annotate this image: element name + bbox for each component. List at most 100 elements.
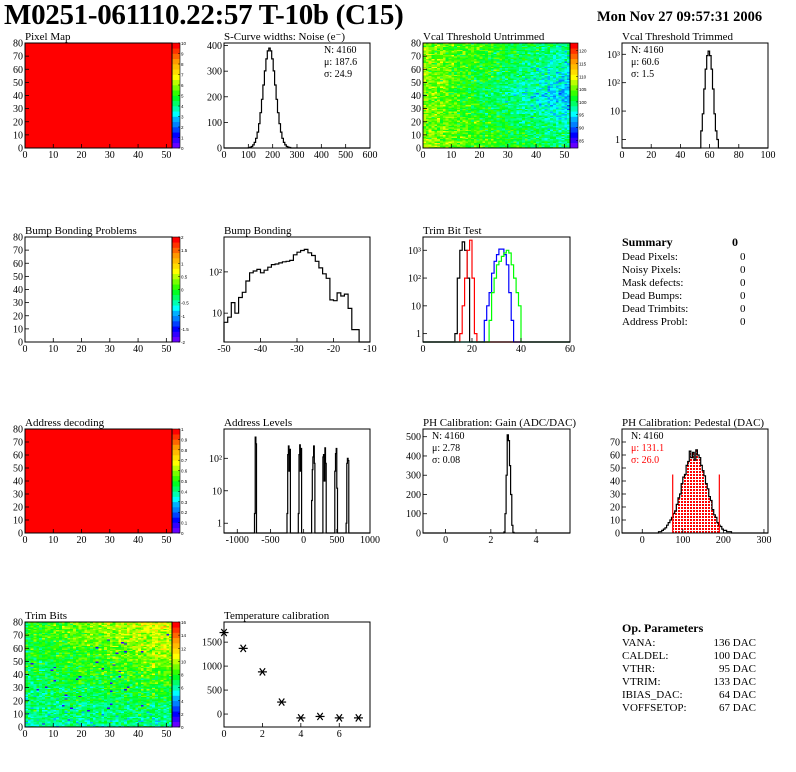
y-tick-label: 0 [416,529,421,540]
heatmap-cell [428,130,432,133]
heatmap-cell [496,144,500,146]
heatmap-cell [527,116,531,119]
heatmap-cell [434,106,438,108]
heatmap-cell [536,124,540,126]
heatmap-cell [434,121,438,124]
heatmap-cell [493,90,497,92]
heatmap-cell [555,88,559,91]
heatmap-cell [30,692,34,695]
heatmap-cell [473,81,478,83]
heatmap-cell [519,61,523,63]
heatmap-cell [459,146,463,149]
heatmap-cell [476,96,480,99]
heatmap-cell [550,116,554,119]
heatmap-cell [479,104,483,107]
heatmap-cell [423,71,427,74]
heatmap-cell [513,108,517,111]
heatmap-cell [428,128,432,130]
heatmap-cell [521,87,526,90]
heatmap-cell [439,48,444,50]
heatmap-cell [519,65,523,67]
heatmap-cell [521,128,526,130]
heatmap-cell [468,83,472,86]
heatmap-cell [541,115,545,117]
heatmap-cell [468,142,472,145]
heatmap-cell [465,119,469,121]
heatmap-cell [513,98,517,100]
heatmap-cell [27,717,31,720]
heatmap-cell [564,107,568,109]
heatmap-cell [459,56,463,58]
heatmap-cell [513,120,517,123]
heatmap-cell [462,69,466,71]
heatmap-cell [445,48,449,50]
heatmap-cell [507,117,511,120]
heatmap-cell [485,145,489,147]
heatmap-cell [493,62,497,65]
heatmap-cell [555,92,559,95]
heatmap-cell [490,71,494,74]
heatmap-cell [502,108,506,111]
heatmap-cell [456,106,461,108]
heatmap-cell [533,53,537,56]
heatmap-cell [530,54,534,57]
heatmap-cell [30,629,34,632]
heatmap-cell [496,94,500,96]
heatmap-cell [431,133,435,136]
heatmap-cell [30,706,34,708]
heatmap-cell [519,107,523,109]
heatmap-cell [468,88,472,91]
heatmap-cell [437,67,441,70]
y-tick-label: 10² [607,78,620,89]
heatmap-cell [428,141,432,144]
heatmap-cell [448,138,452,141]
heatmap-cell [507,100,511,103]
heatmap-cell [504,109,509,112]
heatmap-cell [476,43,480,45]
chart-title: Address decoding [25,417,105,429]
heatmap-cell [493,128,497,130]
y-tick-label: 100 [207,118,222,129]
heatmap-cell [437,57,441,60]
heatmap-cell [516,121,520,124]
heatmap-cell [451,133,455,136]
stats-line: σ: 26.0 [631,455,659,466]
heatmap-cell [25,708,29,711]
heatmap-cell [471,116,475,119]
heatmap-cell [553,111,557,113]
heatmap-cell [550,73,554,75]
heatmap-cell [555,108,559,111]
heatmap-cell [425,73,429,75]
heatmap-cell [473,142,478,145]
heatmap-cell [567,45,571,48]
heatmap-cell [499,124,503,126]
heatmap-cell [462,65,466,67]
y-tick-label: 80 [411,39,421,50]
heatmap-cell [513,119,517,121]
heatmap-cell [538,108,543,111]
heatmap-cell [507,99,511,102]
heatmap-cell [536,119,540,121]
heatmap-cell [490,124,494,126]
heatmap-cell [33,631,37,633]
heatmap-cell [538,77,543,79]
heatmap-cell [567,129,571,132]
palette-band [172,315,180,322]
heatmap-cell [507,145,511,147]
heatmap-cell [524,91,528,94]
heatmap-cell [510,49,514,52]
heatmap-cell [513,57,517,60]
heatmap-cell [550,69,554,71]
heatmap-cell [459,69,463,71]
heatmap-cell [30,720,34,723]
heatmap-cell [423,58,427,61]
heatmap-cell [496,117,500,120]
heatmap-cell [468,100,472,103]
heatmap-cell [462,49,466,52]
heatmap-cell [504,106,509,108]
heatmap-cell [524,92,528,95]
heatmap-cell [555,119,559,121]
heatmap-cell [510,92,514,95]
heatmap-cell [519,96,523,99]
heatmap-cell [431,77,435,79]
